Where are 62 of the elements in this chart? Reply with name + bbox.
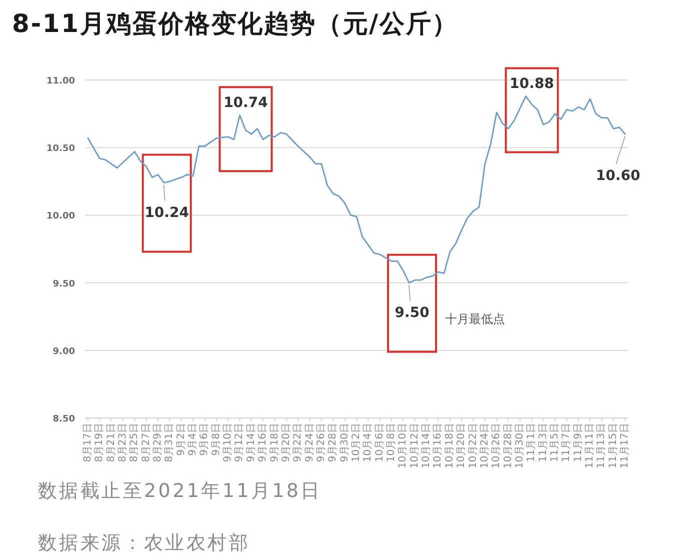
data-label: 10.88 — [510, 76, 554, 92]
x-tick-label: 11月17日 — [620, 423, 631, 468]
x-tick-label: 10月22日 — [468, 423, 479, 468]
x-tick-label: 9月2日 — [176, 423, 187, 456]
x-tick-label: 11月3日 — [538, 423, 549, 462]
data-label: 10.24 — [144, 204, 190, 221]
x-tick-label: 10月30日 — [514, 423, 526, 468]
data-label: 9.50 — [394, 304, 430, 321]
x-tick-label: 11月11日 — [584, 423, 596, 468]
x-tick-label: 9月14日 — [246, 423, 257, 462]
x-tick-label: 11月9日 — [572, 423, 584, 462]
x-tick-label: 10月2日 — [351, 423, 362, 462]
x-tick-label: 8月31日 — [164, 423, 176, 462]
x-tick-label: 11月7日 — [561, 423, 572, 462]
x-tick-label: 9月4日 — [188, 423, 199, 456]
x-tick-label: 10月4日 — [362, 423, 374, 462]
x-tick-label: 11月15日 — [608, 423, 619, 468]
x-tick-label: 9月18日 — [269, 423, 280, 462]
y-tick-label: 10.00 — [46, 212, 75, 222]
x-tick-label: 10月12日 — [409, 423, 420, 468]
x-tick-label: 8月27日 — [140, 423, 152, 462]
x-tick-label: 10月10日 — [398, 423, 409, 468]
x-tick-label: 10月16日 — [432, 423, 444, 468]
x-tick-label: 9月6日 — [199, 423, 210, 456]
x-tick-label: 9月26日 — [316, 423, 327, 462]
x-tick-label: 9月20日 — [280, 423, 292, 462]
annotation: 十月最低点 — [445, 312, 506, 326]
x-tick-label: 8月29日 — [152, 423, 164, 462]
source-note: 数据来源：农业农村部 — [38, 532, 250, 554]
x-tick-label: 8月23日 — [117, 423, 128, 462]
chart-title: 8-11月鸡蛋价格变化趋势（元/公斤） — [12, 9, 458, 38]
x-tick-label: 10月18日 — [444, 423, 456, 468]
x-tick-label: 8月21日 — [106, 423, 117, 462]
x-tick-label: 9月24日 — [304, 423, 316, 462]
x-tick-label: 9月10日 — [222, 423, 234, 462]
y-tick-label: 11.00 — [46, 76, 75, 86]
y-tick-label: 9.00 — [52, 346, 75, 357]
data-label: 10.74 — [224, 95, 268, 112]
x-tick-label: 9月16日 — [258, 423, 269, 462]
x-tick-label: 10月20日 — [456, 423, 468, 468]
x-tick-label: 11月1日 — [526, 423, 538, 462]
x-tick-label: 10月14日 — [421, 423, 432, 468]
x-tick-label: 9月30日 — [339, 423, 350, 462]
y-tick-label: 8.50 — [52, 414, 75, 424]
x-tick-label: 8月17日 — [82, 423, 94, 462]
y-tick-label: 9.50 — [52, 279, 75, 290]
x-tick-label: 9月8日 — [210, 423, 222, 456]
y-tick-label: 10.50 — [46, 144, 75, 154]
x-tick-label: 10月24日 — [479, 423, 490, 468]
x-tick-label: 10月28日 — [502, 423, 514, 468]
x-tick-label: 10月6日 — [374, 423, 386, 462]
data-label: 10.60 — [596, 168, 640, 184]
x-tick-label: 9月12日 — [234, 423, 246, 462]
x-tick-label: 8月19日 — [94, 423, 106, 462]
x-tick-label: 11月13日 — [596, 423, 608, 468]
x-tick-label: 9月28日 — [328, 423, 339, 462]
text: 数据截止至2021年11月18日 — [38, 480, 322, 502]
x-tick-label: 8月25日 — [129, 423, 140, 462]
x-tick-label: 10月8日 — [386, 423, 398, 462]
x-tick-label: 10月26日 — [491, 423, 502, 468]
x-tick-label: 9月22日 — [292, 423, 304, 462]
x-tick-label: 11月5日 — [550, 423, 561, 462]
